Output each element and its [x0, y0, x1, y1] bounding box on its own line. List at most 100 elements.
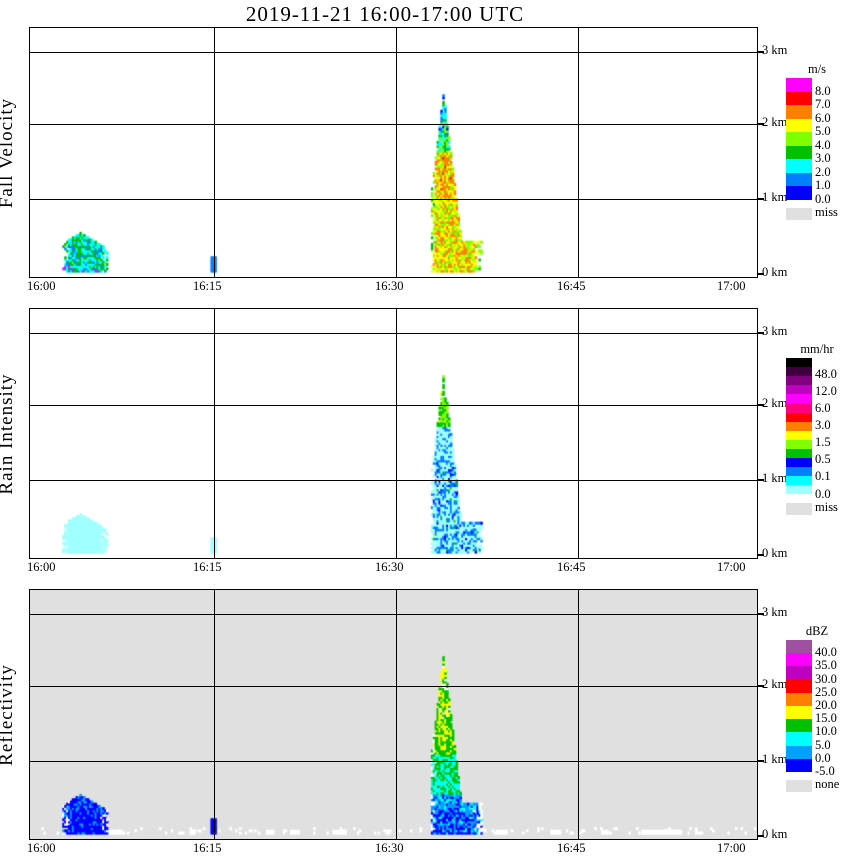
- colorbar-label-refl-6: 10.0: [815, 724, 837, 739]
- gridline-1645: [578, 309, 579, 558]
- colorbar-label-refl-0: 40.0: [815, 645, 837, 660]
- x-tick-rain-0: 16:00: [27, 560, 56, 574]
- figure-title: 2019-11-21 16:00-17:00 UTC: [245, 2, 525, 26]
- colorbar-band: [786, 448, 812, 459]
- panel-reflectivity: [29, 589, 758, 840]
- colorbar-label-fallvel-7: 1.0: [815, 178, 831, 192]
- x-tick-fallvel-2: 16:30: [375, 279, 404, 293]
- colorbar-missing-label-rain: miss: [815, 499, 838, 514]
- y-tick-fallvel-3: 0 km: [762, 265, 788, 279]
- colorbar-band: [786, 467, 812, 477]
- colorbar-label-fallvel-5: 3.0: [815, 151, 831, 165]
- colorbar-band: [786, 145, 812, 159]
- y-tick-rain-2: 1 km: [762, 471, 788, 485]
- gridline-1645: [578, 590, 579, 839]
- colorbar-band: [786, 132, 812, 146]
- y-tick-fallvel-0: 3 km: [762, 43, 788, 57]
- fall-velocity-heatmap: [30, 28, 756, 276]
- panel-rain-intensity: [29, 308, 758, 559]
- x-tick-fallvel-0: 16:00: [27, 279, 56, 293]
- x-tick-refl-1: 16:15: [193, 841, 222, 855]
- x-tick-refl-4: 17:00: [717, 841, 746, 855]
- colorbar-band: [786, 385, 812, 395]
- x-tick-rain-2: 16:30: [375, 560, 404, 574]
- colorbar-label-rain-4: 1.5: [815, 435, 831, 450]
- y-tick-fallvel-1: 2 km: [762, 115, 788, 129]
- y-tick-refl-1: 2 km: [762, 677, 788, 691]
- gridline-1615: [214, 309, 215, 558]
- colorbar-label-fallvel-2: 6.0: [815, 110, 831, 125]
- panel-fall-velocity: [29, 27, 758, 278]
- y-tick-refl-3: 0 km: [762, 827, 788, 841]
- rain-intensity-heatmap: [30, 309, 756, 557]
- gridline-1km: [30, 761, 757, 762]
- colorbar-label-refl-5: 15.0: [815, 711, 837, 726]
- gridline-3km: [30, 614, 757, 615]
- y-tick-mark: [758, 554, 764, 556]
- colorbar-band: [786, 758, 812, 772]
- colorbar-unit-fallvel: m/s: [807, 62, 827, 76]
- colorbar-label-fallvel-4: 4.0: [815, 137, 831, 152]
- gridline-1km: [30, 199, 757, 200]
- y-tick-mark: [758, 685, 764, 687]
- gridline-3km: [30, 52, 757, 53]
- y-tick-fallvel-2: 1 km: [762, 190, 788, 204]
- reflectivity-heatmap: [30, 590, 756, 838]
- y-tick-rain-3: 0 km: [762, 546, 788, 560]
- colorbar-band: [786, 172, 812, 186]
- colorbar-missing-label-fallvel: miss: [815, 204, 838, 219]
- colorbar-label-refl-2: 30.0: [815, 671, 837, 686]
- gridline-2km: [30, 405, 757, 406]
- colorbar-band: [786, 719, 812, 733]
- gridline-1km: [30, 480, 757, 481]
- colorbar-label-fallvel-3: 5.0: [815, 124, 831, 138]
- x-tick-refl-2: 16:30: [375, 841, 404, 855]
- y-tick-mark: [758, 835, 764, 837]
- colorbar-label-fallvel-0: 8.0: [815, 83, 831, 98]
- colorbar-band: [786, 430, 812, 440]
- colorbar-band: [786, 118, 812, 132]
- y-tick-refl-0: 3 km: [762, 605, 788, 619]
- gridline-2km: [30, 686, 757, 687]
- colorbar-unit-refl: dBZ: [805, 624, 829, 638]
- colorbar-missing-swatch-rain: [786, 502, 812, 515]
- colorbar-label-fallvel-8: 0.0: [815, 191, 831, 206]
- panel-title-fallvel: Fall Velocity: [0, 97, 17, 208]
- colorbar-band: [786, 421, 812, 431]
- colorbar-label-rain-0: 48.0: [815, 367, 837, 382]
- colorbar-missing-swatch-refl: [786, 780, 812, 792]
- colorbar-label-rain-2: 6.0: [815, 401, 831, 416]
- colorbar-band: [786, 367, 812, 377]
- colorbar-label-refl-4: 20.0: [815, 698, 837, 712]
- gridline-1630: [396, 28, 397, 277]
- y-tick-mark: [758, 51, 764, 53]
- colorbar-label-refl-3: 25.0: [815, 684, 837, 699]
- gridline-2km: [30, 124, 757, 125]
- colorbar-label-fallvel-6: 2.0: [815, 164, 831, 179]
- colorbar-band: [786, 159, 812, 173]
- y-tick-refl-2: 1 km: [762, 752, 788, 766]
- x-tick-fallvel-1: 16:15: [193, 279, 222, 293]
- colorbar-band: [786, 640, 812, 654]
- colorbar-rain: mm/hr: [786, 342, 834, 495]
- colorbar-label-rain-1: 12.0: [815, 384, 837, 399]
- colorbar-band: [786, 439, 812, 449]
- colorbar-band: [786, 105, 812, 119]
- colorbar-band: [786, 412, 812, 422]
- y-tick-mark: [758, 273, 764, 275]
- colorbar-band: [786, 692, 812, 706]
- colorbar-band: [786, 679, 812, 693]
- x-tick-rain-3: 16:45: [557, 560, 586, 574]
- colorbar-label-refl-9: -5.0: [815, 764, 835, 778]
- colorbar-label-rain-3: 3.0: [815, 418, 831, 433]
- colorbar-band: [786, 376, 812, 386]
- colorbar-band: [786, 705, 812, 720]
- x-tick-fallvel-4: 17:00: [717, 279, 746, 293]
- gridline-1645: [578, 28, 579, 277]
- colorbar-band: [786, 394, 812, 404]
- x-tick-refl-0: 16:00: [27, 841, 56, 855]
- x-tick-fallvel-3: 16:45: [557, 279, 586, 293]
- colorbar-label-rain-5: 0.5: [815, 452, 831, 467]
- colorbar-band: [786, 732, 812, 746]
